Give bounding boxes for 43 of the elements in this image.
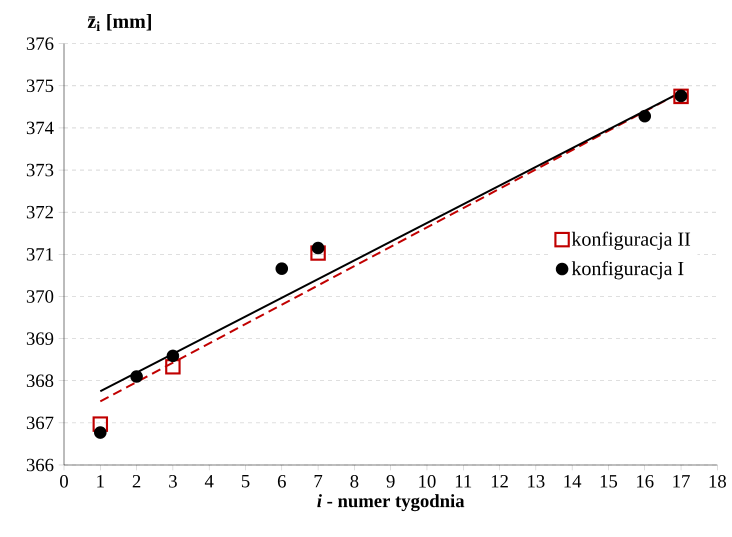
legend-label: konfiguracja II [572,232,690,250]
point [92,416,108,432]
x-tick-label: 17 [673,475,690,488]
y-tick-label: 376 [26,37,54,50]
point [130,370,143,383]
point [94,426,107,439]
x-tick-label: 3 [169,475,177,488]
y-tick-label: 367 [26,416,54,430]
point [165,359,181,375]
x-tick-label: 16 [637,475,654,488]
y-axis-title: z̄$_{i}$ [mm] [88,14,151,31]
point [276,262,288,275]
x-tick-label: 9 [386,475,395,488]
y-tick-label: 366 [26,458,54,472]
y-tick-label: 371 [26,248,53,261]
x-tick-label: 4 [204,475,214,488]
point [166,350,180,362]
x-tick-label: 8 [350,475,358,488]
y-tick-label: 368 [26,374,54,388]
x-tick-label: 18 [710,475,726,488]
y-tick-label: 374 [26,122,54,134]
legend-label: konfiguracja I [572,261,684,280]
y-tick-label: 375 [26,80,54,92]
x-axis-title: i - numer tygodnia [317,494,464,512]
point [638,110,652,122]
x-tick-label: 12 [492,475,508,488]
y-tick-label: 369 [26,332,54,345]
x-tick-label: 1 [97,475,104,488]
y-tick-label: 373 [26,164,54,176]
x-tick-label: 0 [60,475,68,488]
x-tick-label: 10 [419,475,436,488]
x-tick-label: 13 [528,475,544,488]
x-tick-label: 11 [456,475,472,488]
point [312,242,324,254]
x-tick-label: 2 [132,475,140,488]
x-tick-label: 14 [564,475,582,488]
x-tick-label: 5 [242,475,250,488]
x-tick-label: 7 [314,475,322,488]
y-tick-label: 372 [26,206,53,218]
point [310,245,326,261]
x-tick-label: 6 [278,475,286,488]
x-tick-label: 15 [600,475,618,488]
y-tick-label: 370 [26,290,54,303]
